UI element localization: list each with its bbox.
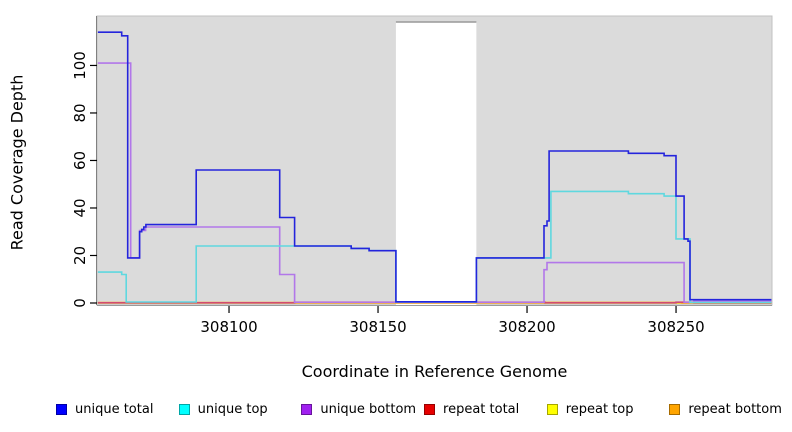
x-axis-title: Coordinate in Reference Genome bbox=[301, 362, 568, 381]
y-tick-label: 80 bbox=[71, 103, 89, 122]
legend-item-unique-top: unique top bbox=[178, 401, 302, 417]
legend-swatch-repeat-bottom bbox=[669, 403, 681, 415]
legend-item-repeat-total: repeat total bbox=[424, 402, 547, 417]
legend-label: repeat top bbox=[565, 401, 634, 417]
y-tick-label: 100 bbox=[71, 51, 89, 80]
y-tick-label: 20 bbox=[71, 246, 89, 265]
y-tick-label: 0 bbox=[71, 298, 89, 308]
legend-swatch-unique-total bbox=[56, 403, 67, 415]
legend-swatch-repeat-top bbox=[546, 403, 558, 415]
x-tick-label: 308100 bbox=[200, 318, 257, 336]
y-tick-label: 40 bbox=[71, 198, 89, 217]
legend-item-unique-total: unique total bbox=[56, 402, 179, 417]
y-axis-title: Read Coverage Depth bbox=[7, 74, 27, 251]
legend-swatch-unique-top bbox=[178, 403, 190, 415]
y-tick-label: 60 bbox=[71, 151, 89, 170]
coverage-gap-region bbox=[395, 22, 477, 305]
legend-label: unique bottom bbox=[320, 401, 417, 417]
legend-swatch-repeat-total bbox=[424, 403, 436, 415]
series-line-unique-total bbox=[97, 31, 772, 303]
chart-legend: unique total unique top unique bottom repea… bbox=[56, 398, 792, 420]
legend-swatch-unique-bottom bbox=[301, 403, 313, 415]
legend-label: repeat bottom bbox=[688, 401, 782, 417]
x-tick-label: 308150 bbox=[349, 318, 406, 336]
legend-item-unique-bottom: unique bottom bbox=[301, 402, 424, 417]
legend-label: repeat total bbox=[443, 401, 520, 417]
x-tick-label: 308200 bbox=[498, 318, 555, 336]
x-tick-label: 308250 bbox=[647, 318, 704, 336]
legend-item-repeat-top: repeat top bbox=[546, 401, 670, 417]
legend-label: unique total bbox=[75, 401, 154, 417]
legend-item-repeat-bottom: repeat bottom bbox=[669, 402, 792, 417]
legend-label: unique top bbox=[197, 401, 268, 417]
